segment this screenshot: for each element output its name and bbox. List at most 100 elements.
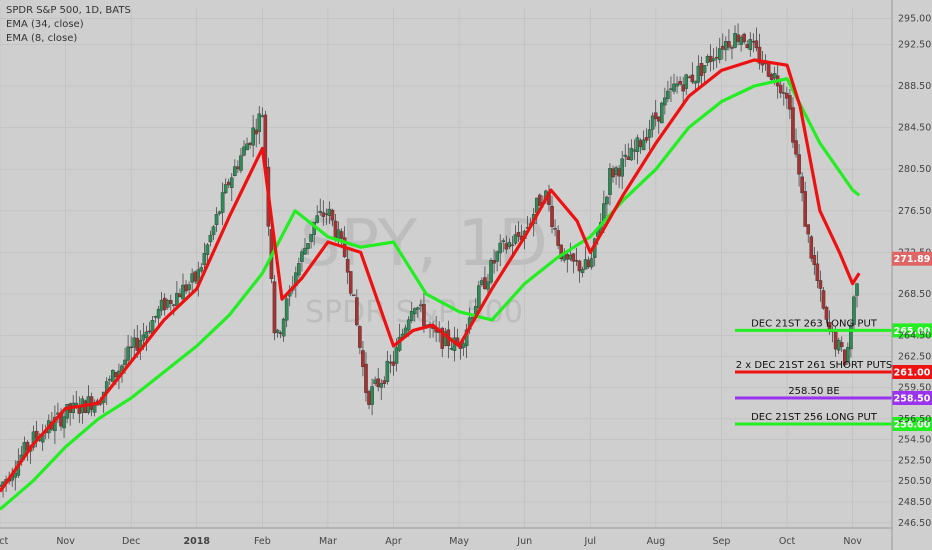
candle-body: [412, 308, 417, 315]
candle-body: [220, 192, 225, 213]
candle-body: [821, 290, 826, 309]
candle-body: [239, 155, 243, 171]
y-tick-label: 280.50: [898, 164, 931, 175]
candle-body: [358, 326, 362, 348]
candle-body: [650, 115, 655, 130]
candle-body: [309, 234, 313, 242]
level-badge: [892, 391, 932, 405]
x-tick-label: Apr: [385, 536, 402, 547]
candle-body: [769, 73, 774, 80]
candle-body: [449, 348, 454, 350]
price-levels: DEC 21ST 263 LONG PUT 265.00 2 x DEC 21ST …: [735, 318, 932, 431]
candle-body: [538, 194, 542, 206]
candle-body: [797, 154, 801, 175]
legend-title[interactable]: SPDR S&P 500, 1D, BATS: [6, 5, 131, 16]
y-tick-label: 256.50: [898, 414, 931, 425]
candle-body: [513, 234, 518, 244]
candle-body: [409, 311, 414, 321]
candle-body: [132, 337, 136, 348]
candle-body: [629, 147, 634, 161]
candle-body: [739, 36, 743, 45]
candle-body: [461, 343, 466, 348]
candle-body: [275, 329, 280, 334]
candle-body: [31, 431, 36, 448]
candle-body: [306, 242, 310, 249]
candle-body: [229, 177, 234, 188]
candle-body: [772, 73, 777, 79]
candle-body: [111, 370, 115, 382]
candle-body: [278, 332, 283, 334]
candle-body: [385, 360, 390, 382]
candle-body: [672, 83, 676, 92]
candle-body: [236, 166, 240, 170]
candle-body: [367, 391, 371, 405]
candle-body: [617, 168, 621, 177]
candle-body: [208, 234, 213, 243]
level-badge: [892, 365, 932, 379]
candle-body: [803, 191, 807, 227]
y-tick-label: 276.50: [898, 206, 931, 217]
level-badge-text: 258.50: [894, 394, 931, 405]
candle-body: [144, 331, 149, 338]
candle-body: [733, 33, 737, 48]
candle-body: [355, 297, 359, 326]
x-tick-label: Nov: [843, 536, 862, 547]
candle-body: [846, 347, 850, 363]
candle-body: [852, 296, 856, 325]
candle-body: [330, 209, 335, 221]
candle-body: [653, 112, 658, 120]
candle-body: [388, 361, 393, 364]
candle-body: [391, 361, 396, 366]
candle-body: [791, 107, 795, 143]
candle-body: [757, 46, 762, 64]
x-tick-label: May: [449, 536, 469, 547]
legend-ema-short[interactable]: EMA (8, close): [6, 33, 78, 44]
candle-body: [297, 263, 301, 276]
y-tick-label: 284.50: [898, 123, 931, 134]
candle-body: [361, 350, 365, 368]
candle-body: [480, 280, 484, 285]
candle-body: [248, 142, 252, 145]
candle-body: [165, 299, 170, 308]
candle-body: [681, 84, 685, 92]
candle-body: [419, 304, 423, 307]
y-tick-label: 262.50: [898, 351, 931, 362]
candle-body: [199, 267, 204, 272]
candle-body: [855, 283, 859, 296]
candle-body: [495, 251, 499, 262]
candle-body: [556, 230, 560, 246]
candle-body: [635, 137, 640, 153]
candle-body: [281, 318, 286, 337]
candle-body: [717, 48, 722, 60]
candle-body: [678, 81, 682, 85]
candle-body: [141, 334, 146, 341]
x-tick-label: Sep: [713, 536, 731, 547]
candle-body: [504, 243, 509, 250]
candle-body: [620, 158, 624, 177]
candle-body: [724, 41, 728, 51]
candle-body: [782, 92, 786, 94]
candle-body: [422, 303, 426, 326]
candle-body: [394, 347, 399, 364]
candle-body: [839, 342, 844, 347]
x-tick-label: Nov: [56, 536, 75, 547]
candle-body: [260, 115, 265, 117]
last-price-badge: 271.89: [892, 251, 932, 266]
candle-body: [812, 255, 817, 266]
candle-body: [348, 271, 353, 294]
candle-body: [568, 254, 573, 260]
candle-body: [806, 224, 811, 235]
candle-body: [251, 127, 255, 146]
candle-body: [501, 240, 506, 243]
legend-ema-long[interactable]: EMA (34, close): [6, 19, 84, 30]
candle-body: [626, 156, 631, 160]
candle-body: [300, 251, 304, 262]
candle-body: [333, 220, 338, 239]
candle-body: [162, 297, 167, 311]
candle-body: [178, 293, 182, 298]
candle-body: [644, 137, 649, 141]
candle-body: [745, 44, 750, 49]
candle-body: [666, 90, 670, 100]
